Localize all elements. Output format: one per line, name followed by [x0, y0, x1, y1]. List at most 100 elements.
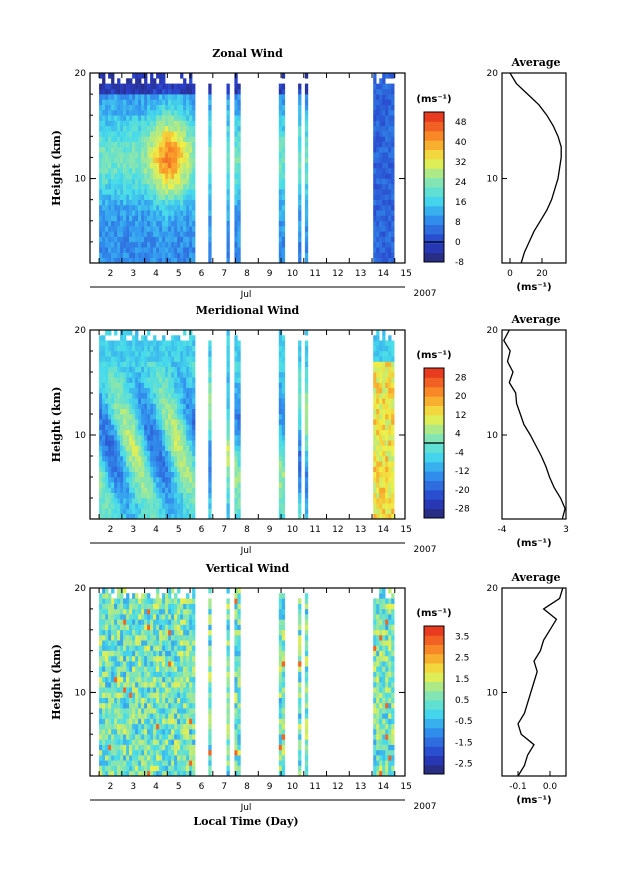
- heatmap-cell: [388, 340, 392, 346]
- colorbar-band: [424, 424, 444, 435]
- heatmap-cell: [138, 697, 142, 704]
- heatmap-cell: [105, 173, 109, 179]
- heatmap-cell: [281, 252, 286, 258]
- heatmap-cell: [123, 109, 127, 116]
- heatmap-cell: [177, 603, 181, 610]
- heatmap-cell: [141, 466, 145, 472]
- heatmap-cell: [132, 88, 136, 95]
- heatmap-cell: [153, 398, 157, 404]
- heatmap-cell: [138, 393, 142, 399]
- heatmap-cell: [102, 429, 106, 436]
- heatmap-cell: [183, 482, 187, 488]
- heatmap-cell: [373, 498, 377, 504]
- heatmap-cell: [379, 466, 383, 472]
- heatmap-cell: [379, 382, 383, 388]
- heatmap-cell: [102, 513, 106, 520]
- heatmap-cell: [379, 178, 383, 185]
- heatmap-cell: [226, 356, 230, 362]
- heatmap-cell: [108, 629, 112, 636]
- heatmap-cell: [123, 215, 127, 222]
- heatmap-cell: [208, 94, 212, 100]
- heatmap-cell: [382, 408, 386, 415]
- heatmap-cell: [186, 508, 190, 514]
- heatmap-cell: [153, 629, 157, 636]
- heatmap-cell: [144, 760, 148, 766]
- heatmap-cell: [379, 598, 383, 604]
- heatmap-cell: [105, 115, 109, 121]
- heatmap-cell: [373, 503, 377, 509]
- heatmap-cell: [281, 629, 286, 636]
- heatmap-cell: [226, 178, 230, 185]
- heatmap-cell: [385, 231, 389, 237]
- heatmap-cell: [162, 178, 166, 185]
- heatmap-cell: [304, 372, 309, 378]
- heatmap-cell: [147, 603, 151, 610]
- heatmap-cell: [304, 429, 309, 436]
- heatmap-cell: [111, 157, 115, 163]
- heatmap-cell: [373, 104, 377, 111]
- heatmap-cell: [208, 125, 212, 132]
- heatmap-cell: [126, 718, 130, 725]
- heatmap-cell: [165, 83, 169, 90]
- heatmap-cell: [159, 194, 163, 200]
- heatmap-cell: [123, 361, 127, 367]
- heatmap-cell: [304, 345, 309, 352]
- heatmap-cell: [147, 734, 151, 740]
- heatmap-cell: [114, 614, 118, 620]
- heatmap-cell: [234, 629, 238, 636]
- heatmap-cell: [281, 408, 286, 415]
- heatmap-cell: [126, 398, 130, 404]
- heatmap-cell: [129, 403, 133, 409]
- heatmap-cell: [177, 204, 181, 211]
- heatmap-cell: [382, 445, 386, 451]
- heatmap-cell: [141, 173, 145, 179]
- heatmap-cell: [141, 629, 145, 636]
- heatmap-cell: [281, 760, 286, 766]
- heatmap-cell: [180, 162, 184, 169]
- heatmap-cell: [138, 241, 142, 248]
- heatmap-cell: [385, 477, 389, 483]
- heatmap-cell: [162, 692, 166, 698]
- colorbar-band: [424, 452, 444, 463]
- heatmap-cell: [102, 624, 106, 631]
- heatmap-cell: [298, 503, 302, 509]
- heatmap-cell: [141, 345, 145, 352]
- heatmap-cell: [159, 608, 163, 615]
- heatmap-cell: [129, 194, 133, 200]
- heatmap-cell: [126, 749, 130, 756]
- heatmap-cell: [144, 183, 148, 190]
- heatmap-cell: [186, 83, 190, 90]
- heatmap-cell: [171, 692, 175, 698]
- heatmap-cell: [150, 508, 154, 514]
- heatmap-cell: [156, 120, 160, 127]
- heatmap-cell: [304, 645, 309, 651]
- heatmap-cell: [150, 220, 154, 227]
- heatmap-cell: [132, 702, 136, 709]
- heatmap-cell: [183, 104, 187, 111]
- heatmap-cell: [234, 408, 238, 415]
- heatmap-cell: [108, 120, 112, 127]
- heatmap-cell: [99, 593, 103, 599]
- heatmap-cell: [147, 168, 151, 174]
- heatmap-cell: [165, 466, 169, 472]
- heatmap-cell: [177, 588, 181, 594]
- heatmap-cell: [162, 356, 166, 362]
- heatmap-cell: [237, 645, 241, 651]
- heatmap-cell: [159, 682, 163, 688]
- heatmap-cell: [108, 608, 112, 615]
- heatmap-cell: [281, 424, 286, 430]
- heatmap-cell: [150, 408, 154, 415]
- heatmap-cell: [102, 619, 106, 625]
- heatmap-cell: [153, 168, 157, 174]
- heatmap-cell: [147, 120, 151, 127]
- heatmap-cell: [147, 471, 151, 478]
- heatmap-cell: [111, 226, 115, 232]
- heatmap-cell: [156, 471, 160, 478]
- heatmap-cell: [129, 393, 133, 399]
- heatmap-cell: [120, 356, 124, 362]
- heatmap-cell: [385, 503, 389, 509]
- heatmap-cell: [129, 466, 133, 472]
- heatmap-cell: [117, 503, 121, 509]
- heatmap-cell: [135, 624, 139, 631]
- heatmap-cell: [105, 382, 109, 388]
